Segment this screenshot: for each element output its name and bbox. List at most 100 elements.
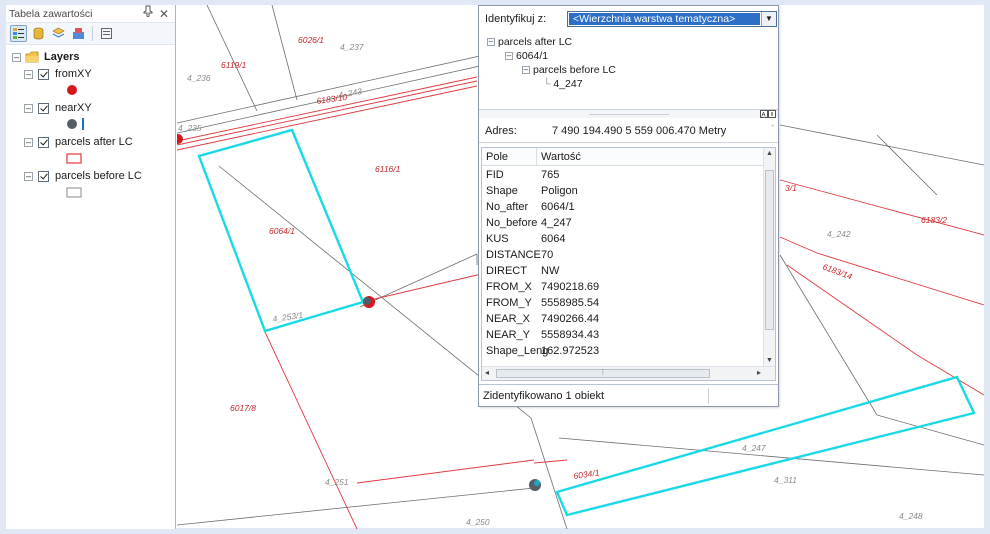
layers-root-row[interactable]: – Layers: [12, 49, 175, 65]
status-bar: Zidentyfikowano 1 obiekt: [479, 384, 778, 406]
scroll-up-icon[interactable]: ▲: [766, 150, 773, 157]
toc-titlebar: Tabela zawartości ✕: [6, 5, 175, 23]
grid-header: Pole Wartość: [482, 148, 764, 166]
table-row[interactable]: No_after 6064/1: [482, 199, 764, 215]
map-label-red: 6034/1: [573, 467, 600, 481]
field-value-cell: 162.972523: [541, 345, 600, 357]
chevron-down-icon[interactable]: ▼: [761, 12, 776, 26]
tree-connector: └: [543, 78, 551, 90]
table-row[interactable]: NEAR_Y 5558934.43: [482, 327, 764, 343]
map-label-gray: 4_242: [827, 229, 851, 239]
table-row[interactable]: Shape Poligon: [482, 183, 764, 199]
table-row[interactable]: FROM_X 7490218.69: [482, 279, 764, 295]
red-polygon-symbol-icon[interactable]: [66, 153, 82, 169]
result-tree-related-feature[interactable]: └ 4_247: [543, 78, 583, 91]
gray-polygon-symbol-icon[interactable]: [66, 187, 82, 203]
layer-visibility-checkbox[interactable]: [38, 137, 49, 148]
vertical-scrollbar[interactable]: ▲ ▼: [763, 148, 775, 366]
red-point-symbol-icon[interactable]: [66, 84, 78, 101]
field-name-cell: KUS: [486, 233, 509, 245]
layer-name: fromXY: [55, 68, 92, 80]
collapse-icon[interactable]: –: [522, 65, 530, 74]
layers-folder-icon: [25, 51, 40, 68]
status-divider: [708, 388, 709, 404]
field-name-cell: FID: [486, 169, 504, 181]
column-header-field[interactable]: Pole: [486, 151, 509, 163]
collapse-icon[interactable]: –: [24, 137, 33, 147]
layer-row-parcels-before-lc[interactable]: – parcels before LC: [12, 168, 175, 184]
result-feature-label: 6064/1: [516, 50, 549, 62]
result-tree-feature[interactable]: –6064/1: [505, 50, 548, 63]
collapse-icon[interactable]: –: [24, 69, 33, 79]
svg-text:A: A: [762, 113, 767, 119]
list-by-source-button[interactable]: [30, 25, 47, 42]
scroll-left-icon[interactable]: ◂: [485, 368, 490, 377]
table-row[interactable]: FID 765: [482, 167, 764, 183]
table-row[interactable]: KUS 6064: [482, 231, 764, 247]
layer-visibility-checkbox[interactable]: [38, 103, 49, 114]
column-separator[interactable]: [536, 148, 537, 166]
collapse-icon[interactable]: –: [505, 51, 513, 60]
field-name-cell: NEAR_Y: [486, 329, 531, 341]
pin-small-icon[interactable]: ◦: [771, 121, 774, 130]
table-row[interactable]: DISTANCE 70: [482, 247, 764, 263]
collapse-icon[interactable]: –: [24, 103, 33, 113]
nearxy-point-icon[interactable]: [534, 480, 540, 486]
map-label-gray: 4_251: [325, 477, 349, 487]
table-row[interactable]: NEAR_X 7490266.44: [482, 311, 764, 327]
list-by-selection-button[interactable]: [70, 25, 87, 42]
gray-point-symbol-icon[interactable]: [66, 117, 88, 136]
field-name-cell: FROM_Y: [486, 297, 532, 309]
table-row[interactable]: No_before 4_247: [482, 215, 764, 231]
identify-results-tree: – parcels after LC –6064/1 – parcels befor…: [479, 34, 778, 108]
pin-icon[interactable]: [143, 5, 153, 23]
panel-splitter[interactable]: A: [479, 109, 778, 120]
fromxy-point-icon[interactable]: [177, 134, 183, 144]
horizontal-scrollbar[interactable]: ◂ ⋮ ▸: [482, 366, 775, 380]
close-icon[interactable]: ✕: [158, 7, 169, 21]
list-by-drawing-order-button[interactable]: [10, 25, 27, 42]
collapse-icon[interactable]: –: [487, 37, 495, 46]
result-tree-layer[interactable]: – parcels after LC: [487, 36, 572, 49]
table-row[interactable]: FROM_Y 5558985.54: [482, 295, 764, 311]
map-label-gray: 4_243: [338, 86, 363, 100]
nearxy-point-icon[interactable]: [363, 297, 371, 305]
parcels-after-lines: [177, 76, 984, 529]
table-of-contents-panel: Tabela zawartości ✕ – Layers: [6, 5, 176, 529]
field-value-cell: 4_247: [541, 217, 572, 229]
field-name-cell: FROM_X: [486, 281, 532, 293]
scroll-down-icon[interactable]: ▼: [766, 357, 773, 364]
status-text: Zidentyfikowano 1 obiekt: [483, 390, 605, 402]
map-label-red: 6116/1: [375, 164, 401, 174]
collapse-icon[interactable]: –: [24, 171, 33, 181]
layer-row-parcels-after-lc[interactable]: – parcels after LC: [12, 134, 175, 150]
field-value-cell: 7490266.44: [541, 313, 600, 325]
result-tree-related-layer[interactable]: – parcels before LC: [522, 64, 616, 77]
field-name-cell: No_after: [486, 201, 529, 213]
column-header-value[interactable]: Wartość: [541, 151, 581, 163]
map-label-gray: 4_248: [899, 511, 923, 521]
map-label-gray: 4_250: [466, 517, 490, 527]
address-value: 7 490 194.490 5 559 006.470 Metry: [552, 125, 727, 137]
layer-visibility-checkbox[interactable]: [38, 171, 49, 182]
scroll-right-icon[interactable]: ▸: [756, 368, 761, 377]
layer-row-fromxy[interactable]: – fromXY: [12, 66, 175, 82]
layer-visibility-checkbox[interactable]: [38, 69, 49, 80]
collapse-icon[interactable]: –: [12, 52, 21, 62]
toc-title: Tabela zawartości: [9, 8, 93, 20]
result-related-label: parcels before LC: [533, 64, 616, 76]
field-name-cell: No_before: [486, 217, 538, 229]
splitter-buttons[interactable]: A: [760, 110, 776, 120]
map-label-red: 6017/8: [230, 403, 256, 413]
identify-layer-dropdown[interactable]: <Wierzchnia warstwa tematyczna> ▼: [567, 11, 777, 27]
layer-row-nearxy[interactable]: – nearXY: [12, 100, 175, 116]
list-by-visibility-button[interactable]: [50, 25, 67, 42]
horizontal-scroll-thumb[interactable]: ⋮: [496, 369, 710, 378]
table-row[interactable]: DIRECT NW: [482, 263, 764, 279]
options-button[interactable]: [98, 25, 115, 42]
vertical-scroll-thumb[interactable]: [765, 170, 774, 330]
table-row[interactable]: Shape_Leng 162.972523: [482, 343, 764, 359]
field-name-cell: NEAR_X: [486, 313, 531, 325]
map-label-gray: 4_311: [774, 475, 797, 485]
